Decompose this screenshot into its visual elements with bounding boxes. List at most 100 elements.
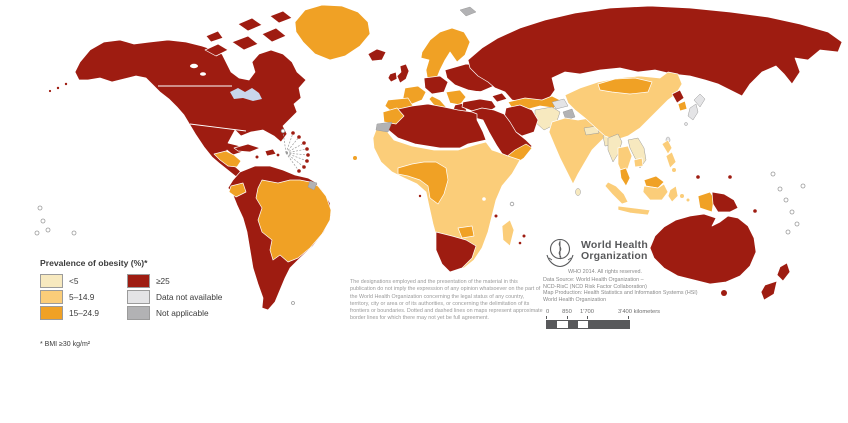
region-comoros [494, 214, 498, 218]
region-balkans [445, 89, 467, 106]
region-sulawesi [667, 185, 679, 203]
region-ecuador [228, 182, 247, 198]
region-jamaica [255, 155, 259, 159]
region-philippines [661, 139, 673, 155]
region-aleutian-islands [48, 89, 52, 93]
legend-item: 5–14.9 [40, 290, 94, 304]
region-arctic-islands [231, 35, 259, 51]
legend-item: Not applicable [127, 306, 209, 320]
legend-title: Prevalence of obesity (%)* [40, 258, 148, 268]
data-source-line1: Data Source: World Health Organization – [543, 277, 644, 283]
region-central-america [213, 150, 242, 168]
region-china [564, 71, 683, 141]
region-cambodia [633, 157, 644, 168]
data-source-line2: NCD-RisC (NCD Risk Factor Collaboration) [543, 283, 647, 290]
region-nepal [583, 125, 600, 136]
legend-swatch [127, 274, 150, 288]
region-lesser-antilles [305, 159, 309, 163]
legend-item: Data not available [127, 290, 222, 304]
region-falkland-islands [291, 301, 295, 305]
map-production-line1: Map Production: Health Statistics and In… [543, 290, 698, 297]
region-sumatra [604, 181, 629, 205]
region-cuba [233, 143, 261, 153]
region-north-africa [385, 103, 487, 149]
region-lesser-antilles [305, 147, 309, 151]
region-arctic-islands [205, 30, 224, 43]
region-mongolia [597, 77, 653, 95]
region-borneo-kalimantan [642, 183, 669, 201]
legend-item-label: 15–24.9 [69, 308, 99, 318]
region-japan [687, 103, 699, 121]
legend-swatch [40, 290, 63, 304]
region-lesser-antilles [297, 135, 301, 139]
region-hispaniola [264, 148, 277, 157]
region-north-america [74, 39, 307, 188]
attribution-block: Data Source: World Health Organization –… [543, 277, 698, 303]
region-gulf-of-guinea [397, 161, 449, 205]
region-papua-new-guinea [711, 191, 739, 213]
copyright-text: WHO 2014. All rights reserved. [568, 269, 642, 275]
region-lesser-antilles [302, 141, 306, 145]
scale-tick [567, 316, 568, 319]
region-lesser-antilles [297, 169, 301, 173]
map-production-line2: World Health Organization [543, 296, 607, 303]
legend-swatch [127, 306, 150, 320]
region-seychelles [509, 201, 515, 207]
island-markers [34, 171, 806, 236]
region-japan [693, 93, 706, 108]
lake-victoria [482, 197, 486, 201]
scale-tick-label: 850 [562, 309, 572, 315]
caribbean-callout-lines [282, 130, 309, 172]
region-scandinavia [420, 27, 471, 83]
region-sao-tome [418, 194, 422, 198]
region-southern-africa [435, 231, 477, 273]
legend-item-label: Not applicable [156, 308, 209, 318]
region-aleutian-islands [64, 82, 68, 86]
region-philippines [672, 168, 676, 172]
region-mauritius [522, 234, 526, 238]
lake [190, 63, 198, 69]
region-maluku [680, 194, 684, 198]
us-mexico-border [189, 123, 247, 132]
region-greenland [294, 4, 371, 61]
region-brazil [255, 179, 332, 263]
region-south-korea [677, 100, 688, 112]
scale-tick [546, 316, 547, 319]
region-arctic-islands [269, 10, 293, 24]
region-cape-verde [353, 156, 357, 160]
region-morocco [382, 107, 405, 125]
scale-bar-track [546, 320, 630, 329]
region-new-zealand [776, 262, 791, 282]
legend-item: <5 [40, 274, 78, 288]
region-aleutian-islands [56, 86, 60, 90]
region-pacific-island [753, 209, 757, 213]
region-malaysia [619, 167, 631, 187]
region-lesser-antilles [302, 165, 306, 169]
region-arctic-islands [261, 27, 287, 43]
legend-item: 15–24.9 [40, 306, 99, 320]
region-zimbabwe [457, 225, 475, 239]
scale-unit-label: 3'400 kilometers [618, 309, 661, 315]
region-australia [649, 213, 757, 285]
region-lesser-antilles [291, 131, 295, 135]
who-org-name-line1: World Health [581, 239, 648, 251]
region-arctic-islands [237, 17, 263, 32]
legend-item-label: Data not available [156, 292, 223, 302]
legend-item-label: ≥25 [156, 276, 170, 286]
legend-item-label: 5–14.9 [69, 292, 95, 302]
region-maluku [686, 198, 690, 202]
black-sea [467, 91, 487, 99]
region-papua-indonesia [697, 191, 715, 213]
region-caucasus [491, 92, 508, 103]
region-svalbard [459, 6, 477, 17]
lake [200, 72, 206, 76]
region-united-kingdom [396, 63, 410, 84]
scale-tick-label: 0 [546, 309, 550, 315]
legend-footnote: * BMI ≥30 kg/m² [40, 341, 91, 348]
who-org-name-line2: Organization [581, 250, 648, 263]
scale-tick [587, 316, 588, 319]
region-ireland [387, 71, 398, 83]
legend-swatch [40, 306, 63, 320]
callout-marker [280, 128, 286, 134]
